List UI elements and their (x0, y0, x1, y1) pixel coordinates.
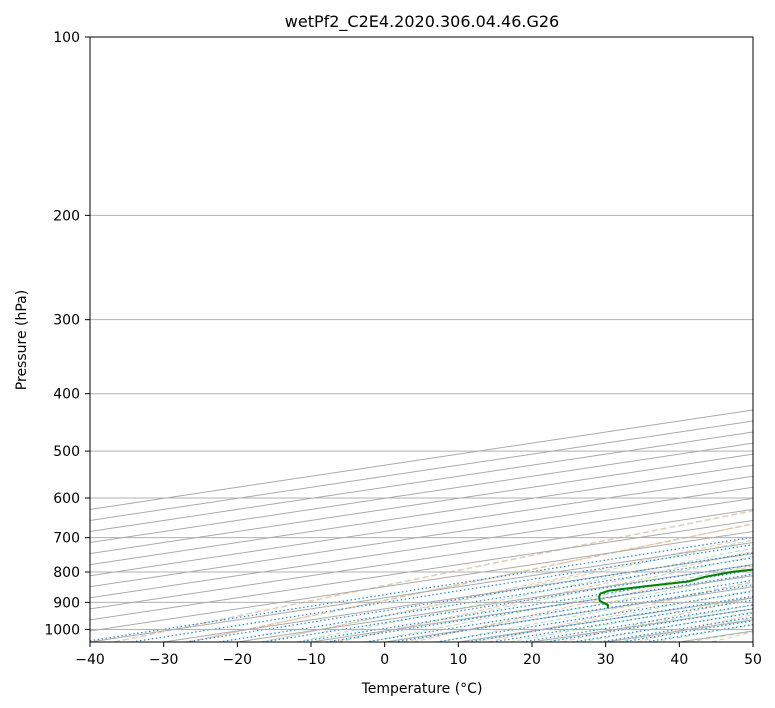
x-tick-label: 40 (670, 652, 688, 668)
dry-adiabat-emphasis (188, 523, 753, 642)
x-tick-label: −20 (223, 652, 253, 668)
y-tick-label: 300 (53, 313, 80, 329)
x-tick-label: −10 (296, 652, 326, 668)
y-axis-label: Pressure (hPa) (14, 290, 30, 390)
moist-adiabat (689, 630, 753, 642)
moist-adiabat (367, 564, 753, 642)
dry-adiabat-emphasis (113, 509, 753, 642)
isotherm (90, 508, 753, 610)
x-tick-label: 30 (597, 652, 615, 668)
x-tick-label: −40 (75, 652, 105, 668)
chart-title: wetPf2_C2E4.2020.306.04.46.G26 (285, 12, 559, 32)
moist-adiabat (332, 555, 753, 642)
dry-adiabat (487, 581, 753, 642)
y-tick-label: 400 (53, 387, 80, 403)
isotherm (605, 619, 753, 642)
pressure-grid (90, 37, 753, 630)
y-tick-label: 900 (53, 595, 80, 611)
mixing-ratio-line (467, 595, 753, 642)
isotherm (90, 519, 753, 621)
dry-adiabat (711, 631, 753, 642)
dry-adiabat (412, 565, 753, 642)
y-tick-label: 800 (53, 565, 80, 581)
x-axis-ticks: −40 −30 −20 −10 0 10 20 30 40 50 (75, 642, 762, 668)
isotherm (90, 497, 753, 599)
isotherm (90, 431, 753, 533)
moist-adiabat (580, 611, 753, 642)
isotherm (90, 530, 753, 632)
isotherm (752, 641, 753, 642)
x-tick-label: −30 (149, 652, 179, 668)
moist-adiabat (438, 581, 753, 642)
isotherm (90, 486, 753, 588)
moist-adiabat (296, 547, 753, 642)
mixing-ratio-line (394, 584, 753, 642)
isotherm (90, 442, 753, 544)
x-tick-label: 20 (523, 652, 541, 668)
y-tick-label: 200 (53, 208, 80, 224)
x-tick-label: 10 (449, 652, 467, 668)
isotherm (90, 453, 753, 555)
background-lines (90, 409, 753, 642)
mixing-ratio-line (131, 544, 753, 642)
y-tick-label: 600 (53, 491, 80, 507)
mixing-ratio-line (599, 616, 753, 642)
x-axis-label: Temperature (°C) (361, 681, 483, 697)
x-tick-label: 0 (380, 652, 389, 668)
mixing-ratio-line (90, 536, 753, 642)
temperature-profile (763, 37, 775, 608)
isotherm (310, 575, 753, 642)
isotherm (90, 464, 753, 566)
mixing-ratio-line (185, 552, 753, 642)
mixing-ratio-line (326, 573, 753, 642)
dry-adiabat (636, 613, 753, 642)
dry-adiabat (562, 597, 753, 642)
mixing-ratio-line (436, 590, 753, 642)
dewpoint-profile (598, 568, 753, 609)
mixing-ratio-line (492, 599, 753, 642)
y-tick-label: 700 (53, 531, 80, 547)
isotherm (90, 409, 753, 510)
x-tick-label: 50 (744, 652, 762, 668)
mixing-ratio-line (262, 563, 753, 642)
isotherm (90, 475, 753, 577)
isotherm (384, 586, 753, 642)
y-tick-label: 100 (53, 30, 80, 46)
y-axis-ticks: 100 200 300 400 500 600 700 800 900 1000 (44, 30, 90, 638)
moist-adiabat (403, 573, 753, 642)
isotherm (90, 542, 753, 642)
profile-series (598, 37, 775, 609)
isotherm (90, 420, 753, 521)
plot-frame (89, 36, 754, 643)
y-tick-label: 1000 (44, 622, 80, 638)
y-tick-label: 500 (53, 444, 80, 460)
